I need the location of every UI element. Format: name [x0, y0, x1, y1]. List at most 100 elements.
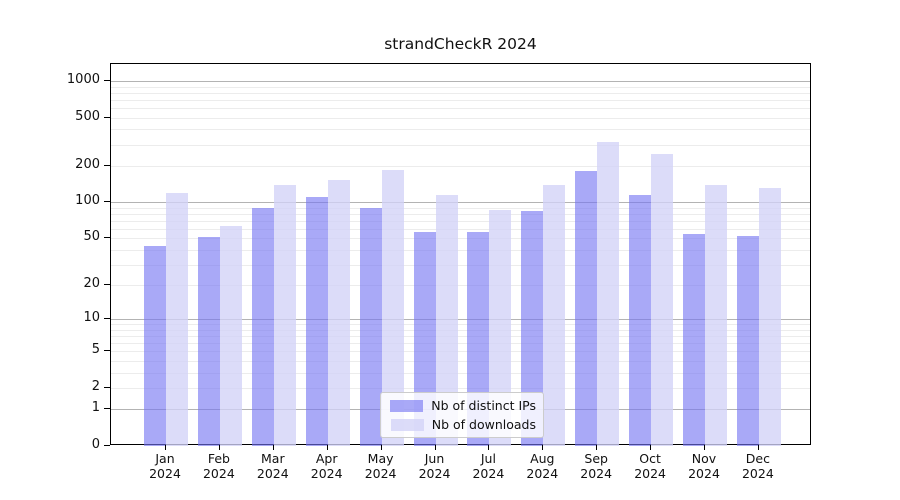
bar-downloads-dec — [758, 187, 781, 446]
y-tick — [104, 116, 110, 118]
minor-gridline — [111, 86, 810, 88]
bar-distinct-ips-sep — [575, 171, 598, 446]
minor-gridline — [111, 285, 810, 287]
minor-gridline — [111, 108, 810, 110]
y-tick — [104, 445, 110, 446]
minor-gridline — [111, 213, 810, 215]
major-gridline — [111, 81, 810, 83]
bar-distinct-ips-jan — [144, 246, 166, 446]
x-tick-label: Oct 2024 — [634, 451, 666, 481]
bar-distinct-ips-dec — [736, 236, 759, 446]
y-tick-label: 1 — [91, 400, 100, 416]
bar-distinct-ips-mar — [251, 208, 274, 446]
x-tick — [380, 445, 382, 450]
legend-swatch-downloads — [390, 418, 424, 431]
y-tick-label: 10 — [83, 310, 100, 326]
minor-gridline — [111, 329, 810, 331]
y-tick-label: 1000 — [66, 72, 100, 88]
y-tick-label: 20 — [83, 276, 100, 292]
minor-gridline — [111, 220, 810, 222]
minor-gridline — [111, 361, 810, 362]
minor-gridline — [111, 351, 810, 353]
bar-distinct-ips-apr — [305, 197, 328, 446]
y-tick — [104, 284, 110, 286]
y-tick — [104, 237, 110, 239]
minor-gridline — [111, 264, 810, 266]
bar-downloads-may — [381, 170, 404, 446]
minor-gridline — [111, 129, 810, 131]
legend-label-distinct-ips: Nb of distinct IPs — [431, 398, 536, 413]
legend-row-downloads: Nb of downloads — [387, 417, 536, 432]
bar-downloads-oct — [651, 153, 674, 446]
x-tick-label: Jan 2024 — [149, 451, 181, 481]
minor-gridline — [111, 99, 810, 101]
legend-row-distinct-ips: Nb of distinct IPs — [387, 398, 536, 413]
x-tick-label: May 2024 — [364, 451, 397, 481]
plot-area — [110, 63, 811, 446]
x-tick-label: Sep 2024 — [580, 451, 613, 481]
x-tick — [596, 445, 598, 450]
y-tick-label: 500 — [75, 108, 100, 124]
major-gridline — [111, 319, 810, 321]
x-tick — [165, 445, 166, 450]
bar-distinct-ips-nov — [683, 234, 705, 446]
x-tick — [488, 445, 490, 450]
legend: Nb of distinct IPs Nb of downloads — [380, 392, 544, 438]
x-tick — [326, 445, 328, 450]
x-tick-label: Jun 2024 — [418, 451, 451, 481]
minor-gridline — [111, 372, 810, 374]
minor-gridline — [111, 144, 810, 146]
minor-gridline — [111, 249, 810, 251]
bar-distinct-ips-aug — [521, 210, 544, 446]
minor-gridline — [111, 343, 810, 345]
x-tick — [218, 445, 220, 450]
y-tick-label: 0 — [91, 437, 100, 452]
bar-downloads-mar — [273, 184, 296, 446]
x-tick-label: Feb 2024 — [202, 451, 235, 481]
x-tick — [434, 445, 436, 450]
bar-downloads-aug — [543, 184, 566, 446]
x-tick — [542, 445, 544, 450]
bar-distinct-ips-oct — [629, 194, 652, 446]
x-tick-label: Apr 2024 — [310, 451, 343, 481]
y-tick — [104, 164, 110, 166]
y-tick — [104, 408, 110, 410]
y-tick-label: 100 — [75, 193, 100, 209]
x-tick — [757, 445, 759, 450]
minor-gridline — [111, 117, 810, 119]
x-tick — [650, 445, 652, 450]
y-tick — [104, 350, 110, 352]
bar-distinct-ips-may — [359, 208, 382, 446]
chart-title: strandCheckR 2024 — [384, 35, 537, 53]
bar-downloads-sep — [597, 142, 620, 446]
bar-downloads-nov — [705, 184, 727, 446]
y-tick-label: 2 — [91, 378, 100, 394]
minor-gridline — [111, 324, 810, 326]
bar-downloads-jun — [435, 194, 458, 446]
minor-gridline — [111, 238, 810, 240]
bar-downloads-jul — [489, 209, 512, 446]
y-tick — [104, 80, 110, 82]
bar-downloads-jan — [166, 192, 188, 446]
major-gridline — [111, 202, 810, 204]
bar-distinct-ips-feb — [197, 237, 220, 446]
minor-gridline — [111, 387, 810, 389]
minor-gridline — [111, 207, 810, 209]
x-tick-label: Aug 2024 — [526, 451, 559, 481]
y-tick-label: 200 — [75, 156, 100, 172]
x-tick — [704, 445, 705, 450]
minor-gridline — [111, 336, 810, 338]
x-tick — [272, 445, 274, 450]
x-tick-label: Dec 2024 — [741, 451, 774, 481]
y-tick — [104, 201, 110, 203]
y-tick-label: 5 — [91, 342, 100, 358]
bar-downloads-feb — [219, 225, 242, 446]
x-tick-label: Jul 2024 — [472, 451, 505, 481]
legend-swatch-distinct-ips — [390, 399, 424, 412]
bar-downloads-apr — [327, 179, 350, 446]
x-tick-label: Mar 2024 — [256, 451, 289, 481]
minor-gridline — [111, 228, 810, 230]
y-tick-label: 50 — [83, 229, 100, 245]
minor-gridline — [111, 92, 810, 94]
